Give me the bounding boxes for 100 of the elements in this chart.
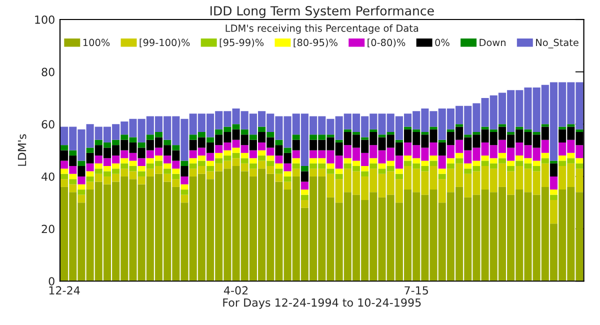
bar xyxy=(370,163,378,169)
bar xyxy=(361,137,369,140)
bar xyxy=(86,171,94,176)
y-axis-title: LDM's xyxy=(18,134,26,166)
bar xyxy=(446,163,454,169)
bar xyxy=(300,171,309,182)
bar xyxy=(284,163,292,172)
bar xyxy=(550,160,558,164)
bar xyxy=(430,160,438,166)
bar xyxy=(164,168,172,174)
bar xyxy=(138,166,146,172)
bar xyxy=(335,140,343,142)
bar xyxy=(456,158,464,164)
bar xyxy=(361,166,369,172)
bar xyxy=(258,150,266,156)
chart-title: IDD Long Term System Performance xyxy=(210,6,434,18)
bar xyxy=(524,129,532,132)
bar xyxy=(335,168,343,174)
y-tick-label: 80 xyxy=(42,68,54,76)
bar xyxy=(430,126,438,130)
bar xyxy=(550,163,558,176)
bar xyxy=(258,156,266,161)
bar xyxy=(60,168,68,174)
bar xyxy=(370,158,378,164)
bar xyxy=(60,145,68,150)
bar xyxy=(326,163,334,169)
bar xyxy=(507,160,515,166)
bar xyxy=(550,190,558,195)
bar xyxy=(300,200,309,208)
bar xyxy=(300,166,309,172)
x-axis-title: For Days 12-24-1994 to 10-24-1995 xyxy=(223,298,421,309)
bar xyxy=(86,163,94,172)
bar xyxy=(550,176,558,190)
bar xyxy=(86,182,94,190)
bar xyxy=(550,194,558,200)
bar xyxy=(438,168,446,174)
bar xyxy=(180,194,188,203)
legend-label: [95-99)% xyxy=(220,38,264,48)
bar xyxy=(370,129,378,132)
bar xyxy=(292,134,300,140)
bar xyxy=(78,166,86,176)
bar xyxy=(300,190,309,195)
y-tick-label: 100 xyxy=(35,15,54,24)
bar xyxy=(446,158,454,164)
bar xyxy=(69,150,77,156)
bar xyxy=(249,134,257,140)
bar xyxy=(361,171,369,176)
bar xyxy=(78,160,86,166)
bar xyxy=(421,132,429,135)
legend-label: Down xyxy=(480,38,506,46)
bar xyxy=(292,168,300,176)
bar xyxy=(266,156,274,161)
bar xyxy=(541,152,549,158)
legend-title: LDM's receiving this Percentage of Data xyxy=(226,24,418,34)
bar xyxy=(300,182,309,190)
bar xyxy=(412,129,420,132)
bar xyxy=(258,126,266,132)
bar xyxy=(292,150,300,158)
bar xyxy=(60,174,68,180)
bar xyxy=(206,160,214,166)
bar xyxy=(464,134,472,138)
bar xyxy=(180,176,188,184)
bar xyxy=(446,129,454,132)
bar xyxy=(78,190,86,195)
bar xyxy=(284,182,292,190)
bar xyxy=(78,176,86,184)
bar xyxy=(249,158,257,164)
bar xyxy=(284,148,292,153)
bar xyxy=(532,132,540,135)
x-tick-label: 12-24 xyxy=(49,286,80,294)
bar xyxy=(472,132,480,135)
bar xyxy=(438,140,446,142)
bar xyxy=(275,156,283,164)
legend-label: [0-80)% xyxy=(368,38,406,48)
bar xyxy=(86,148,94,153)
bar xyxy=(498,152,506,158)
bar xyxy=(164,140,172,146)
bar xyxy=(576,158,584,164)
bar xyxy=(78,194,86,203)
bar xyxy=(180,160,188,166)
bar xyxy=(138,142,146,148)
bar xyxy=(395,168,403,174)
bar xyxy=(69,174,77,180)
y-tick-label: 0 xyxy=(48,277,54,286)
bar xyxy=(275,140,283,146)
bar xyxy=(456,152,464,158)
legend-label: No_State xyxy=(536,38,578,48)
bar xyxy=(352,132,360,135)
bar xyxy=(430,156,438,161)
bar xyxy=(240,152,248,158)
bar xyxy=(395,174,403,180)
bar xyxy=(541,158,549,164)
bar xyxy=(292,163,300,169)
bar xyxy=(275,163,283,169)
bar xyxy=(550,200,558,224)
legend-label: [80-95)% xyxy=(294,38,338,48)
bar xyxy=(404,126,412,130)
bar xyxy=(69,179,77,184)
bar xyxy=(266,160,274,166)
y-tick-label: 60 xyxy=(42,120,54,129)
